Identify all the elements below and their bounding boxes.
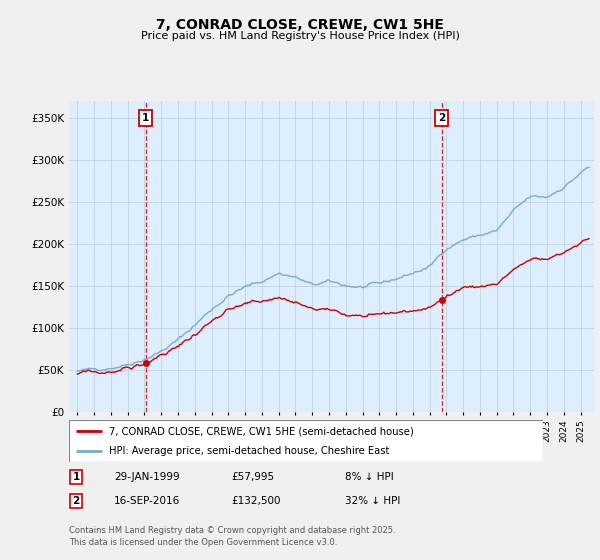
Text: 16-SEP-2016: 16-SEP-2016	[114, 496, 180, 506]
Text: 8% ↓ HPI: 8% ↓ HPI	[345, 472, 394, 482]
Text: 2: 2	[438, 113, 445, 123]
Text: 2: 2	[73, 496, 80, 506]
Text: HPI: Average price, semi-detached house, Cheshire East: HPI: Average price, semi-detached house,…	[109, 446, 389, 456]
Text: 1: 1	[142, 113, 149, 123]
Text: 7, CONRAD CLOSE, CREWE, CW1 5HE: 7, CONRAD CLOSE, CREWE, CW1 5HE	[156, 18, 444, 32]
Text: Price paid vs. HM Land Registry's House Price Index (HPI): Price paid vs. HM Land Registry's House …	[140, 31, 460, 41]
Text: 29-JAN-1999: 29-JAN-1999	[114, 472, 179, 482]
Text: 32% ↓ HPI: 32% ↓ HPI	[345, 496, 400, 506]
Text: £132,500: £132,500	[231, 496, 281, 506]
Text: Contains HM Land Registry data © Crown copyright and database right 2025.
This d: Contains HM Land Registry data © Crown c…	[69, 526, 395, 547]
Text: 7, CONRAD CLOSE, CREWE, CW1 5HE (semi-detached house): 7, CONRAD CLOSE, CREWE, CW1 5HE (semi-de…	[109, 426, 414, 436]
Text: £57,995: £57,995	[231, 472, 274, 482]
Text: 1: 1	[73, 472, 80, 482]
